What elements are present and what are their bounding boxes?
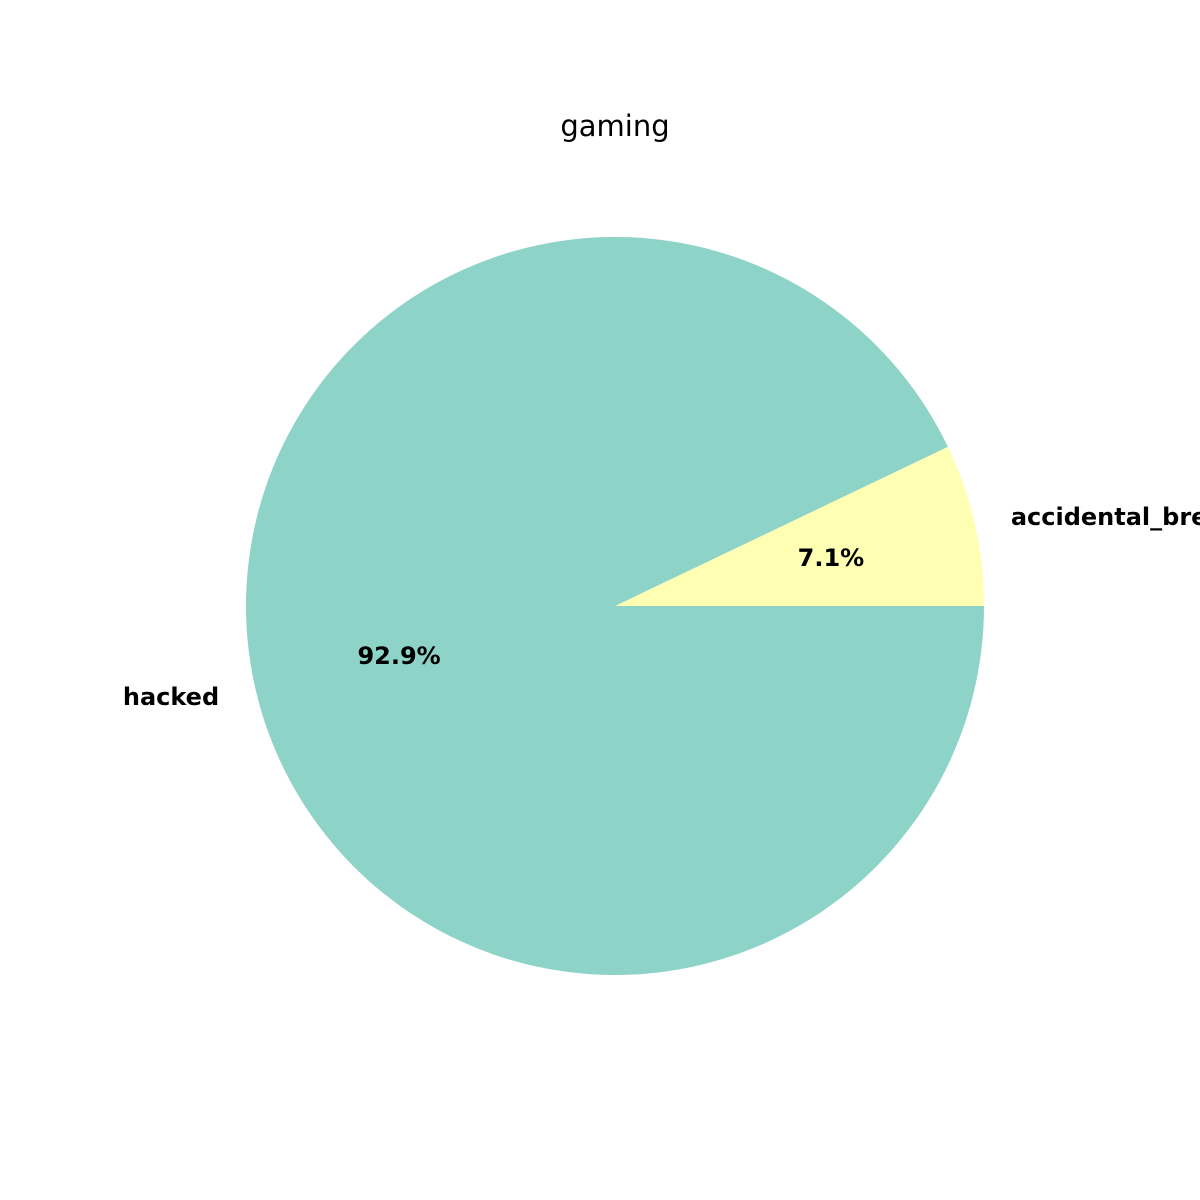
slice-pct-hacked: 92.9% bbox=[357, 642, 440, 670]
pie-slice-hacked bbox=[246, 237, 985, 976]
slice-pct-accidental-breach: 7.1% bbox=[798, 544, 865, 572]
pie-slice-accidental-breach bbox=[615, 446, 984, 606]
chart-title: gaming bbox=[560, 109, 669, 143]
slice-label-accidental-breach: accidental_breach bbox=[1011, 503, 1200, 531]
slice-label-hacked: hacked bbox=[123, 683, 219, 711]
pie-slices bbox=[246, 237, 985, 976]
pie-labels: accidental_breach 7.1% hacked 92.9% bbox=[123, 503, 1200, 711]
